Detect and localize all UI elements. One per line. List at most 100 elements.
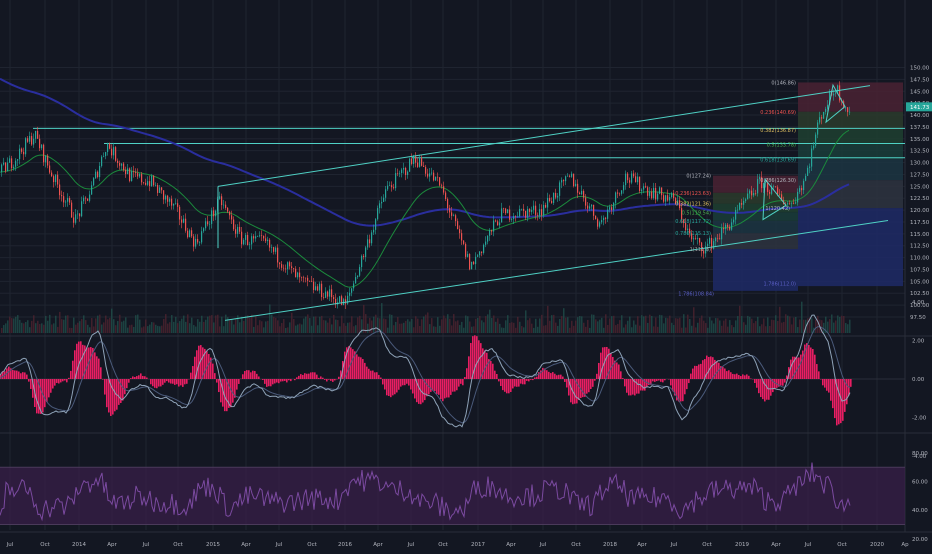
macd-histogram-bar [396,379,398,392]
volume-bar [779,307,781,333]
volume-bar [569,328,571,333]
candle-body [731,222,732,229]
rsi-axis-tick: 80.00 [912,451,928,457]
volume-bar [413,327,415,333]
fib-zone-2-band [798,208,903,286]
volume-bar [15,317,17,333]
volume-bar [623,328,625,333]
macd-histogram-bar [770,379,772,396]
volume-bar [745,325,747,333]
macd-histogram-bar [318,378,320,379]
candle-body [371,232,372,243]
candle-body [697,238,698,239]
macd-histogram-bar [476,336,478,379]
candle-body [283,268,284,269]
volume-bar [787,316,789,333]
fib-extension-label: 1.786(112.0) [763,282,796,288]
volume-bar [179,321,181,333]
volume-bar [789,316,791,333]
price-axis-tick: 107.50 [910,267,930,273]
volume-bar [67,315,69,333]
candle-body [423,166,424,167]
volume-bar [251,315,253,333]
volume-bar [295,326,297,333]
candle-body [141,174,142,182]
volume-bar [731,325,733,333]
fib-zone-2-band [798,112,903,130]
candle-body [735,210,736,220]
macd-histogram-bar [632,379,634,395]
volume-bar [143,326,145,333]
candle-body [587,206,588,209]
time-axis-label: Oct [702,542,712,548]
volume-bar [555,323,557,333]
macd-histogram-bar [490,361,492,379]
rsi-axis-tick: 40.00 [912,508,928,514]
candle-body [251,236,252,244]
volume-bar [417,319,419,333]
volume-bar [709,317,711,333]
macd-histogram-bar [602,347,604,379]
macd-histogram-bar [610,353,612,379]
fib-extension-label: 1(120.42) [765,206,790,212]
macd-histogram-bar [598,363,600,379]
volume-bar [505,320,507,333]
volume-bar [367,324,369,333]
volume-bar [463,328,465,333]
macd-histogram-bar [8,367,10,379]
macd-histogram-bar [264,379,266,384]
candle-body [609,207,610,209]
candle-body [623,185,624,190]
candle-body [491,230,492,231]
volume-bar [243,321,245,333]
candle-body [845,107,846,108]
macd-histogram-bar [394,379,396,394]
volume-bar [435,327,437,333]
volume-bar [831,315,833,333]
volume-bar [629,317,631,333]
volume-bar [257,325,259,333]
candle-body [817,122,818,134]
volume-bar [119,315,121,333]
macd-histogram-bar [826,379,828,391]
candle-body [145,183,146,185]
volume-bar [679,318,681,333]
macd-histogram-bar [698,364,700,379]
candle-body [21,149,22,152]
volume-bar [581,316,583,333]
candle-body [559,182,560,195]
volume-bar [187,314,189,333]
macd-histogram-bar [402,379,404,385]
candle-body [661,187,662,195]
volume-bar [403,323,405,333]
macd-histogram-bar [310,372,312,379]
candle-body [333,297,334,299]
candle-body [749,191,750,194]
candle-body [553,193,554,203]
volume-bar [759,326,761,333]
volume-bar [519,322,521,333]
macd-histogram-bar [362,359,364,379]
macd-histogram-bar [722,367,724,379]
fib-zone-2-band [798,82,903,111]
time-axis-label: Apr [771,542,781,548]
candle-body [247,235,248,245]
macd-histogram-bar [206,351,208,379]
candle-body [213,210,214,216]
fib-1-level-label: 0.382(121.36) [675,202,711,208]
candle-body [793,203,794,204]
volume-bar [747,316,749,333]
macd-histogram-bar [500,379,502,386]
candle-body [329,289,330,296]
macd-histogram-bar [114,379,116,411]
time-axis-label: Jul [142,542,150,548]
volume-bar [359,316,361,333]
volume-bar [765,326,767,333]
macd-histogram-bar [62,379,64,381]
macd-histogram-bar [388,379,390,396]
candle-body [753,193,754,195]
volume-bar [467,316,469,333]
candle-body [41,145,42,148]
